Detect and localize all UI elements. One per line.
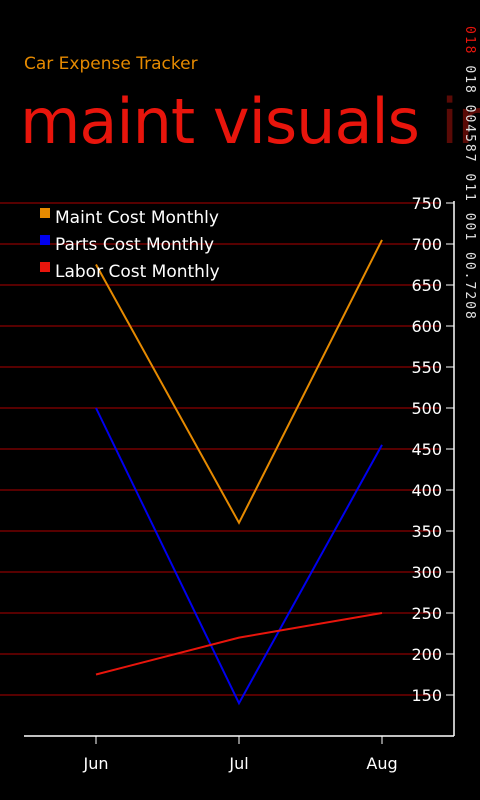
- series-line-maint-cost-monthly: [95, 239, 383, 525]
- pivot-header[interactable]: maint visuals in: [20, 82, 480, 162]
- y-tick-label: 300: [411, 563, 442, 582]
- frame-rate-counters: 018 018 004587 011 001 00.7208: [462, 26, 477, 321]
- y-tick-label: 350: [411, 522, 442, 541]
- y-tick-label: 500: [411, 399, 442, 418]
- y-tick-label: 600: [411, 317, 442, 336]
- series-line-labor-cost-monthly: [95, 612, 383, 676]
- chart-axes: 150 200 250 300 350 400 450 500 550 600 650 700 750 J…: [24, 194, 455, 773]
- chart-series: [95, 239, 383, 706]
- pivot-item-next[interactable]: in: [440, 85, 480, 158]
- app-title: Car Expense Tracker: [24, 54, 198, 74]
- y-tick-label: 550: [411, 358, 442, 377]
- legend-label: Maint Cost Monthly: [55, 208, 219, 228]
- x-tick-label: Jun: [83, 754, 109, 773]
- legend-swatch: [40, 235, 50, 245]
- legend-swatch: [40, 262, 50, 272]
- y-tick-label: 650: [411, 276, 442, 295]
- y-tick-label: 150: [411, 686, 442, 705]
- frame-rate-counter-1: 018: [462, 26, 477, 56]
- pivot-item-maint-visuals[interactable]: maint visuals: [20, 85, 420, 158]
- y-tick-label: 200: [411, 645, 442, 664]
- x-tick-label: Aug: [366, 754, 397, 773]
- frame-rate-counter-2: 018 004587 011 001 00.7208: [462, 65, 477, 321]
- y-tick-label: 400: [411, 481, 442, 500]
- chart-legend: Maint Cost Monthly Parts Cost Monthly Labo…: [40, 208, 220, 282]
- y-tick-label: 250: [411, 604, 442, 623]
- y-tick-label: 450: [411, 440, 442, 459]
- x-tick-label: Jul: [228, 754, 248, 773]
- legend-label: Labor Cost Monthly: [55, 262, 220, 282]
- legend-swatch: [40, 208, 50, 218]
- legend-label: Parts Cost Monthly: [55, 235, 214, 255]
- y-tick-label: 750: [411, 194, 442, 213]
- y-tick-label: 700: [411, 235, 442, 254]
- series-line-parts-cost-monthly: [95, 407, 383, 706]
